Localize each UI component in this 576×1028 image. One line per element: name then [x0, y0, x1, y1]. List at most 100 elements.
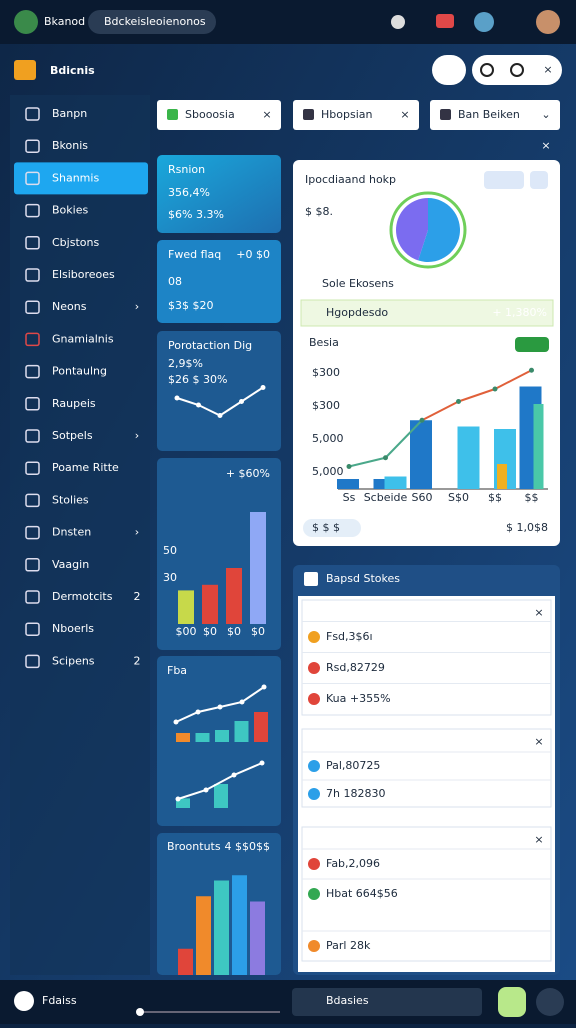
- chart-title: Besia: [309, 336, 339, 349]
- nav-item[interactable]: Bkonis: [52, 139, 88, 152]
- x-tick-label: $$: [488, 491, 502, 504]
- x-label: $0: [203, 625, 217, 638]
- avatar[interactable]: [536, 10, 560, 34]
- button[interactable]: [498, 987, 526, 1017]
- bar: [176, 798, 190, 808]
- slider-knob[interactable]: [136, 1008, 144, 1016]
- button[interactable]: [536, 988, 564, 1016]
- close-icon[interactable]: ×: [541, 139, 550, 152]
- nav-item[interactable]: Pontaulng: [52, 365, 107, 378]
- point: [456, 399, 461, 404]
- point: [260, 385, 266, 390]
- chevron: ›: [135, 429, 139, 442]
- bottom-label: Fdaiss: [42, 994, 77, 1007]
- row-icon: [308, 888, 320, 900]
- close-icon[interactable]: ×: [534, 735, 543, 748]
- point: [346, 464, 352, 469]
- close-icon[interactable]: ×: [534, 833, 543, 846]
- card-title: Fba: [167, 664, 187, 677]
- card-title: Porotaction Dig: [168, 339, 252, 352]
- card-value: 08: [168, 275, 182, 288]
- logo: [14, 60, 36, 80]
- icon[interactable]: [14, 991, 34, 1011]
- panel-amount: $ $8.: [305, 205, 333, 218]
- filter-icon: [440, 109, 451, 120]
- row-icon: [308, 788, 320, 800]
- icon[interactable]: [474, 12, 494, 32]
- nav-icon: [25, 397, 40, 411]
- row-value: + 545%: [503, 857, 547, 870]
- filter[interactable]: [430, 100, 560, 130]
- badge: 2: [134, 654, 141, 667]
- brand: Bdicnis: [50, 64, 95, 77]
- group-title: Solaroonerfskire: [308, 833, 398, 846]
- nav-item[interactable]: Cbjstons: [52, 236, 99, 249]
- card: [157, 331, 281, 451]
- point: [217, 413, 223, 418]
- filter-text: Hbopsian: [321, 108, 372, 121]
- icon[interactable]: [436, 14, 454, 28]
- nav-item[interactable]: Banpn: [52, 107, 87, 120]
- bar: [232, 875, 247, 975]
- nav-item[interactable]: Dnsten: [52, 526, 91, 539]
- nav-item[interactable]: Poame Ritte: [52, 461, 119, 474]
- nav-item[interactable]: Vaagin: [52, 558, 89, 571]
- nav-icon: [25, 429, 40, 443]
- point: [383, 455, 388, 461]
- line-segment: [458, 388, 496, 403]
- point: [173, 719, 179, 725]
- user-name: Bkanod: [44, 15, 85, 28]
- footer-pill: [303, 519, 361, 537]
- panel-action[interactable]: [484, 171, 524, 189]
- row-value: + $55.9%: [492, 277, 547, 290]
- input[interactable]: [292, 988, 482, 1016]
- pie-slice: [418, 198, 460, 262]
- button[interactable]: [432, 55, 466, 85]
- line-segment: [421, 400, 459, 422]
- panel-action[interactable]: [530, 171, 548, 189]
- icon[interactable]: [391, 15, 405, 29]
- filter-text: Ban Beiken: [458, 108, 520, 121]
- x-tick-label: Scbeide: [364, 491, 408, 504]
- search[interactable]: [88, 10, 216, 34]
- nav-item[interactable]: Gnamialnis: [52, 332, 114, 345]
- filter-action: ×: [262, 108, 271, 121]
- nav-item[interactable]: Neons: [52, 300, 87, 313]
- nav-item[interactable]: Elsiboreoes: [52, 268, 115, 281]
- nav-item[interactable]: Dermotcits: [52, 590, 113, 603]
- input-text: Bdasies: [326, 994, 369, 1007]
- x-label: $0: [251, 625, 265, 638]
- card-tag: + $60%: [226, 467, 270, 480]
- nav-item[interactable]: Scipens: [52, 654, 95, 667]
- bar: [214, 880, 229, 975]
- row-label: Hgopdesdo: [326, 306, 388, 319]
- nav-item[interactable]: Sotpels: [52, 429, 93, 442]
- point: [492, 386, 498, 392]
- bottom-bar: [0, 980, 576, 1024]
- row-icon: [308, 940, 320, 952]
- icon: [510, 63, 524, 77]
- row-value: + 573%: [503, 787, 547, 800]
- close-icon[interactable]: ×: [534, 606, 543, 619]
- card-sub: $3$ $20: [168, 299, 214, 312]
- nav-item[interactable]: Shanmis: [52, 171, 99, 184]
- row-label: Parl 28k: [326, 939, 371, 952]
- nav-item[interactable]: Stolies: [52, 493, 89, 506]
- bar: [195, 733, 210, 742]
- point: [419, 417, 425, 423]
- nav-item[interactable]: Raupeis: [52, 397, 96, 410]
- filter[interactable]: [157, 100, 281, 130]
- card-tag: +0 $0: [236, 248, 270, 261]
- filter[interactable]: [293, 100, 419, 130]
- nav-item[interactable]: Bokies: [52, 204, 88, 217]
- nav-icon: [25, 622, 40, 636]
- bar: [457, 426, 480, 489]
- nav-icon: [25, 203, 40, 218]
- filter-action: ⌄: [541, 108, 550, 121]
- row-label: Hbat 664$56: [326, 887, 398, 900]
- nav-item[interactable]: Nboerls: [52, 622, 94, 635]
- line-segment: [348, 456, 386, 468]
- icon: [304, 572, 318, 586]
- button-group[interactable]: [472, 55, 562, 85]
